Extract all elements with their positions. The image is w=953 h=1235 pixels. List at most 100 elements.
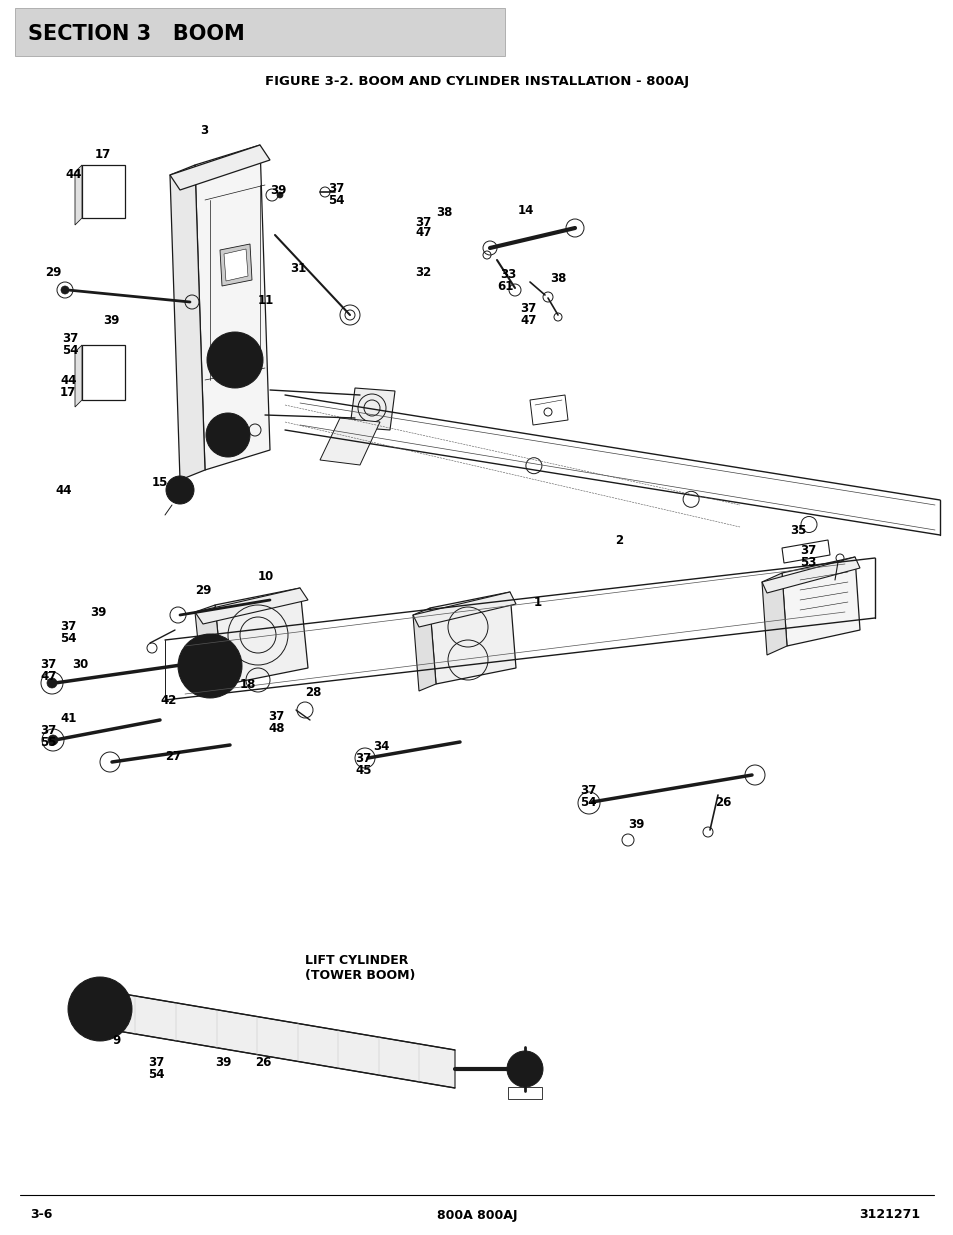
Text: 30: 30 [71, 657, 89, 671]
Text: 35: 35 [789, 524, 805, 536]
Text: 55: 55 [40, 736, 56, 748]
Circle shape [166, 475, 193, 504]
Circle shape [190, 646, 230, 685]
Polygon shape [224, 249, 248, 282]
Text: 3-6: 3-6 [30, 1209, 52, 1221]
Text: 47: 47 [415, 226, 431, 240]
Text: 17: 17 [95, 148, 112, 162]
Text: 10: 10 [257, 571, 274, 583]
Text: 14: 14 [517, 204, 534, 216]
Polygon shape [194, 605, 223, 692]
Text: 37: 37 [519, 301, 536, 315]
Text: 15: 15 [152, 475, 168, 489]
Circle shape [214, 340, 254, 380]
Text: 26: 26 [714, 795, 731, 809]
Text: 53: 53 [800, 556, 816, 568]
Text: 37: 37 [40, 657, 56, 671]
Polygon shape [220, 245, 252, 287]
Text: 38: 38 [550, 272, 566, 284]
Circle shape [97, 981, 103, 986]
Text: 29: 29 [45, 266, 61, 279]
Text: 29: 29 [194, 584, 212, 598]
Text: 34: 34 [373, 740, 389, 752]
Text: 42: 42 [160, 694, 176, 706]
Text: 54: 54 [60, 632, 76, 646]
Text: 44: 44 [55, 483, 71, 496]
Text: 32: 32 [415, 267, 431, 279]
Text: 1: 1 [534, 597, 541, 610]
Text: 38: 38 [436, 206, 452, 220]
Polygon shape [761, 557, 859, 593]
Text: 48: 48 [268, 722, 284, 736]
Polygon shape [82, 345, 125, 400]
Text: 3: 3 [200, 124, 208, 137]
Text: 39: 39 [90, 606, 107, 620]
Text: 37: 37 [40, 724, 56, 736]
Polygon shape [781, 557, 859, 646]
Text: 31: 31 [290, 262, 306, 274]
Circle shape [78, 987, 122, 1031]
Circle shape [61, 287, 69, 294]
Polygon shape [170, 165, 205, 480]
Circle shape [207, 332, 263, 388]
Polygon shape [350, 388, 395, 430]
Text: 37: 37 [60, 620, 76, 634]
Text: (TOWER BOOM): (TOWER BOOM) [305, 968, 415, 982]
Circle shape [48, 735, 58, 745]
Polygon shape [75, 345, 82, 408]
Polygon shape [530, 395, 567, 425]
Circle shape [276, 191, 283, 198]
Text: 47: 47 [519, 314, 536, 326]
Text: 37: 37 [355, 752, 371, 764]
Circle shape [506, 1051, 542, 1087]
Text: 37: 37 [268, 710, 284, 724]
Text: 3121271: 3121271 [858, 1209, 919, 1221]
Polygon shape [194, 144, 270, 471]
Text: 37: 37 [415, 215, 431, 228]
Text: 27: 27 [165, 751, 181, 763]
Polygon shape [781, 540, 829, 563]
Text: 54: 54 [62, 343, 78, 357]
Text: 28: 28 [305, 687, 321, 699]
Text: 33: 33 [499, 268, 516, 282]
Circle shape [206, 412, 250, 457]
Text: 37: 37 [579, 783, 596, 797]
Polygon shape [214, 588, 308, 685]
Text: 11: 11 [257, 294, 274, 306]
Text: 41: 41 [60, 711, 76, 725]
Circle shape [213, 421, 242, 450]
Text: 37: 37 [62, 331, 78, 345]
Polygon shape [319, 417, 379, 466]
Circle shape [119, 1019, 126, 1025]
FancyBboxPatch shape [15, 7, 504, 56]
Text: 26: 26 [254, 1056, 271, 1068]
Polygon shape [413, 592, 516, 627]
Circle shape [178, 634, 242, 698]
Text: 39: 39 [627, 819, 643, 831]
Polygon shape [170, 144, 270, 190]
Polygon shape [82, 165, 125, 219]
Circle shape [97, 1032, 103, 1037]
Polygon shape [194, 588, 308, 624]
Text: 54: 54 [328, 194, 344, 206]
Text: 9: 9 [112, 1034, 120, 1046]
Text: 61: 61 [497, 280, 513, 294]
Text: 18: 18 [240, 678, 256, 692]
Circle shape [68, 977, 132, 1041]
Text: 17: 17 [60, 385, 76, 399]
Text: 37: 37 [148, 1056, 164, 1068]
Polygon shape [100, 990, 455, 1088]
Circle shape [74, 993, 80, 999]
Circle shape [192, 658, 202, 668]
Circle shape [119, 993, 126, 999]
Polygon shape [430, 592, 516, 684]
Text: 54: 54 [148, 1067, 164, 1081]
Text: 39: 39 [214, 1056, 232, 1068]
Text: 47: 47 [40, 669, 56, 683]
Text: 54: 54 [579, 795, 596, 809]
Text: 2: 2 [615, 534, 622, 547]
Text: 39: 39 [103, 314, 119, 326]
Circle shape [47, 678, 57, 688]
Text: 37: 37 [800, 543, 816, 557]
Text: LIFT CYLINDER: LIFT CYLINDER [305, 953, 408, 967]
